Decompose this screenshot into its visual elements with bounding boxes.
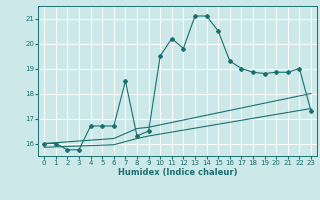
X-axis label: Humidex (Indice chaleur): Humidex (Indice chaleur)	[118, 168, 237, 177]
